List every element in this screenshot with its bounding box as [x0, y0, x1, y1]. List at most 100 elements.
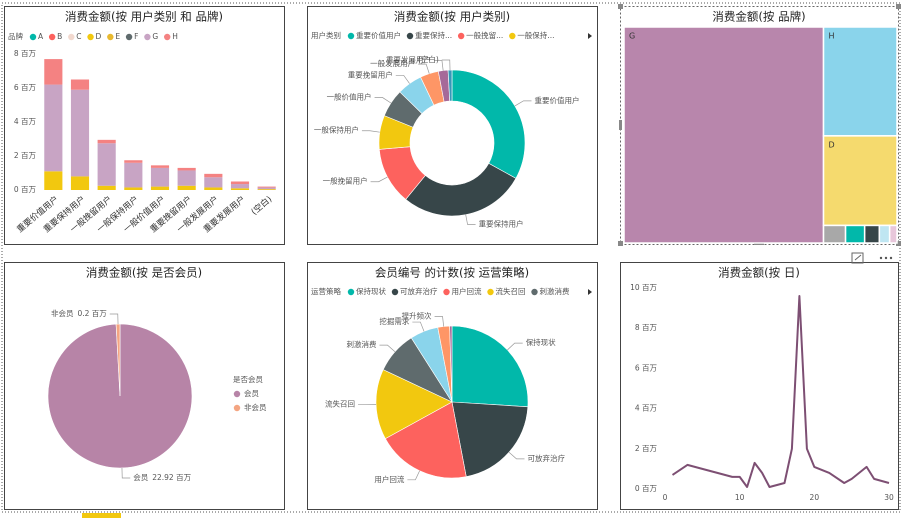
page-tab[interactable] [82, 513, 121, 518]
data-label: 重要保持用户 [479, 219, 524, 229]
legend-marker [48, 33, 56, 41]
panel[interactable] [620, 262, 899, 510]
data-label: 刺激消费 [346, 339, 376, 349]
label-category: 刺激消费 [346, 339, 376, 349]
bar-segment [124, 160, 143, 163]
data-label: 重要发展用户 [386, 55, 431, 65]
label-category: 用户回流 [374, 474, 404, 484]
bar-segment [257, 189, 276, 190]
treemap-tile [844, 224, 866, 244]
data-label: 会员 22.92 百万 [133, 472, 191, 482]
bar-segment [97, 139, 116, 144]
focus-box[interactable] [851, 252, 864, 264]
y-tick-label: 8 百万 [14, 49, 37, 58]
legend-marker [107, 33, 114, 41]
canvas-border [1, 2, 901, 513]
legend-marker [68, 33, 75, 41]
legend-marker [406, 32, 414, 40]
y-tick-label: 6 百万 [635, 363, 658, 372]
label-category: 保持现状 [526, 337, 556, 347]
bar-segment [97, 143, 116, 186]
bar-segment [44, 59, 63, 85]
treemap-tile [888, 224, 898, 244]
data-label: 用户回流 [374, 474, 404, 484]
bar-segment [230, 181, 250, 185]
leader-line [407, 470, 420, 481]
handle[interactable] [619, 120, 622, 130]
legend-marker [347, 288, 355, 296]
bar-segment [257, 186, 276, 188]
bar-segment [44, 84, 63, 172]
legend-marker [144, 33, 151, 41]
label-category: 流失召回 [325, 399, 355, 409]
bar-segment [124, 162, 143, 188]
bar-segment [124, 187, 143, 190]
y-tick-label: 0 百万 [14, 185, 37, 194]
treemap-tile [822, 26, 898, 137]
slice [451, 69, 526, 179]
legend-label: C [76, 32, 81, 41]
bar-segment [150, 186, 170, 190]
handle[interactable] [618, 4, 623, 9]
bar-segment [97, 185, 116, 190]
data-label: 一般发展用户 [370, 58, 415, 68]
legend-marker [531, 288, 538, 296]
data-label: 挖掘需求 [379, 316, 409, 326]
legend-marker [391, 288, 399, 296]
legend-title: 运营策略 [311, 286, 341, 296]
x-tick-label: 30 [884, 493, 894, 502]
leader-line [418, 63, 430, 74]
dot [879, 256, 883, 260]
leader-line [374, 97, 392, 104]
legend-label: 非会员 [244, 402, 267, 412]
legend-marker [487, 288, 494, 296]
more-options[interactable] [879, 256, 893, 260]
data-label: 重要价值用户 [535, 95, 580, 105]
line-series [671, 295, 890, 488]
leader-line [441, 59, 451, 71]
legend-marker [125, 33, 133, 41]
chart-title: 会员编号 的计数(按 运营策略) [375, 266, 529, 280]
label-category: 一般发展用户 [370, 58, 415, 68]
bar-segment [204, 173, 223, 178]
legend-label: 流失召回 [496, 286, 526, 296]
leader-line [514, 100, 532, 107]
x-tick-label: 20 [810, 493, 820, 502]
label-category: 提升频次 [402, 311, 432, 321]
data-label: (空白) [418, 54, 439, 64]
label-value: 22.92 百万 [152, 473, 191, 482]
chart-title: 消费金额(按 品牌) [712, 10, 805, 24]
y-tick-label: 2 百万 [635, 444, 658, 453]
data-label: 可放弃治疗 [528, 453, 566, 463]
data-label: 一般保持用户 [314, 125, 359, 135]
slice [451, 325, 529, 408]
legend-scroll-arrow [588, 33, 592, 39]
handle[interactable] [896, 4, 901, 9]
label-category: 可放弃治疗 [528, 453, 566, 463]
bar-segment [204, 177, 223, 188]
legend-label: E [115, 32, 120, 41]
label-value: 0.2 百万 [77, 309, 107, 318]
legend-label: 重要价值用户 [356, 30, 401, 40]
label-category: 会员 [133, 472, 148, 482]
slice [384, 401, 467, 479]
legend-title: 是否会员 [233, 374, 263, 384]
legend-marker [29, 33, 37, 41]
label-category: (空白) [418, 54, 439, 64]
legend-title: 品牌 [8, 31, 23, 41]
legend-label: H [172, 32, 178, 41]
bar-segment [204, 187, 223, 190]
label-category: 一般保持用户 [314, 125, 359, 135]
treemap-tile [623, 26, 825, 244]
data-label: 保持现状 [526, 337, 556, 347]
handle[interactable] [896, 241, 901, 246]
data-label: 提升频次 [402, 311, 432, 321]
label-category: 重要发展用户 [386, 55, 431, 65]
treemap-tile [863, 224, 881, 244]
data-label: 一般挽留用户 [323, 176, 368, 186]
legend-label: G [152, 32, 158, 41]
handle[interactable] [618, 241, 623, 246]
leader-line [121, 467, 131, 479]
x-tick-label: 0 [663, 493, 668, 502]
focus-icon[interactable] [851, 252, 864, 264]
